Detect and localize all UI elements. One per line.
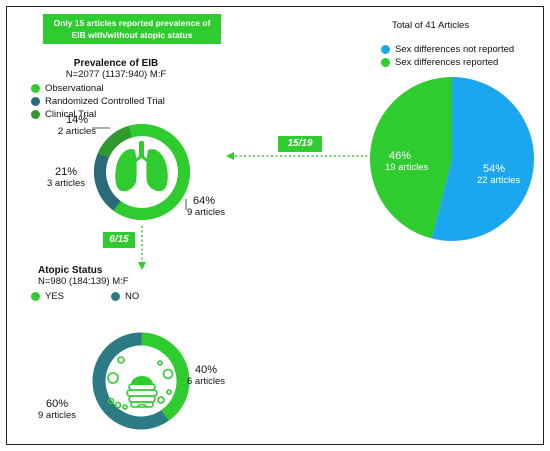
atopic-title: Atopic Status [38, 265, 103, 276]
segment-articles: 3 articles [47, 178, 86, 189]
atopic-segment-yes [141, 332, 190, 421]
legend-swatch [381, 45, 390, 54]
eib-legend-item-rct: Randomized Controlled Trial [31, 95, 165, 108]
lungs-icon [115, 141, 168, 192]
atopic-legend: YES NO [31, 290, 139, 303]
segment-percent: 21% [54, 166, 78, 178]
atopic-segment-no [92, 332, 169, 430]
legend-label: Randomized Controlled Trial [45, 96, 165, 107]
pie-total-label: Total of 41 Articles [392, 20, 470, 31]
legend-swatch [381, 58, 390, 67]
eib-segment-rct [94, 153, 121, 211]
pie-legend-item-not-reported: Sex differences not reported [381, 43, 514, 56]
banner-line-2: EIB with/without atopic status [71, 30, 193, 40]
eib-legend: Observational Randomized Controlled Tria… [31, 82, 165, 121]
legend-label: Observational [45, 83, 104, 94]
arrow-pie-to-eib [226, 152, 372, 160]
legend-label: Clinical Trial [45, 109, 97, 120]
atopic-segment-label-yes: 40% 6 articles [187, 364, 225, 387]
pie-legend: Sex differences not reported Sex differe… [381, 43, 514, 69]
legend-label: NO [125, 291, 140, 302]
slice-percent: 46% [389, 150, 412, 162]
figure-frame [6, 6, 544, 445]
segment-percent: 60% [45, 398, 69, 410]
atopic-subtitle: N=980 (184:139) M:F [38, 276, 129, 287]
slice-articles: 22 articles [477, 175, 521, 186]
segment-articles: 9 articles [187, 207, 226, 218]
segment-articles: 2 articles [58, 126, 97, 137]
atopic-segment-label-no: 60% 9 articles [38, 398, 76, 421]
leader-lines [92, 127, 187, 210]
legend-swatch [31, 292, 40, 301]
legend-swatch [31, 110, 40, 119]
articles-pie-chart [370, 76, 534, 241]
beehive-icon [107, 356, 174, 410]
atopic-donut-chart [92, 332, 190, 430]
atopic-heading: Atopic Status N=980 (184:139) M:F [38, 265, 129, 287]
segment-articles: 6 articles [187, 376, 226, 387]
eib-segment-label-observational: 64% 9 articles [187, 195, 225, 218]
segment-percent: 40% [194, 364, 218, 376]
legend-label: Sex differences not reported [395, 44, 515, 55]
summary-banner: Only 15 articles reported prevalence of … [43, 14, 221, 44]
slice-percent: 54% [483, 163, 506, 175]
legend-label: Sex differences reported [395, 57, 499, 68]
legend-swatch [111, 292, 120, 301]
eib-heading: Prevalence of EIB N=2077 (1137:940) M:F [31, 58, 201, 80]
legend-label: YES [45, 291, 65, 302]
segment-percent: 14% [65, 114, 89, 126]
eib-legend-item-observational: Observational [31, 82, 165, 95]
banner-line-1: Only 15 articles reported prevalence of [53, 18, 211, 28]
pie-slice-label-reported: 46% 19 articles [385, 150, 428, 173]
pie-slice-reported [370, 76, 452, 239]
eib-segment-label-rct: 21% 3 articles [47, 166, 85, 189]
slice-articles: 19 articles [385, 162, 429, 173]
eib-segment-clinical [97, 125, 133, 159]
arrow-label-6-15: 6/15 [103, 232, 135, 248]
atopic-legend-item-yes: YES [31, 290, 111, 303]
legend-swatch [31, 84, 40, 93]
segment-articles: 9 articles [38, 410, 77, 421]
pie-slice-label-not-reported: 54% 22 articles [477, 163, 520, 186]
eib-segment-observational [113, 124, 190, 220]
eib-subtitle: N=2077 (1137:940) M:F [65, 69, 167, 80]
eib-title: Prevalence of EIB [73, 58, 159, 69]
pie-legend-item-reported: Sex differences reported [381, 56, 514, 69]
arrow-eib-to-atopic [138, 226, 146, 270]
pie-slice-not-reported [431, 77, 534, 241]
atopic-legend-item-no: NO [111, 290, 139, 303]
segment-percent: 64% [193, 195, 216, 207]
eib-legend-item-clinical-trial: Clinical Trial [31, 108, 165, 121]
legend-swatch [31, 97, 40, 106]
eib-segment-label-clinical: 14% 2 articles [58, 114, 96, 137]
arrow-label-15-19: 15/19 [278, 136, 322, 152]
